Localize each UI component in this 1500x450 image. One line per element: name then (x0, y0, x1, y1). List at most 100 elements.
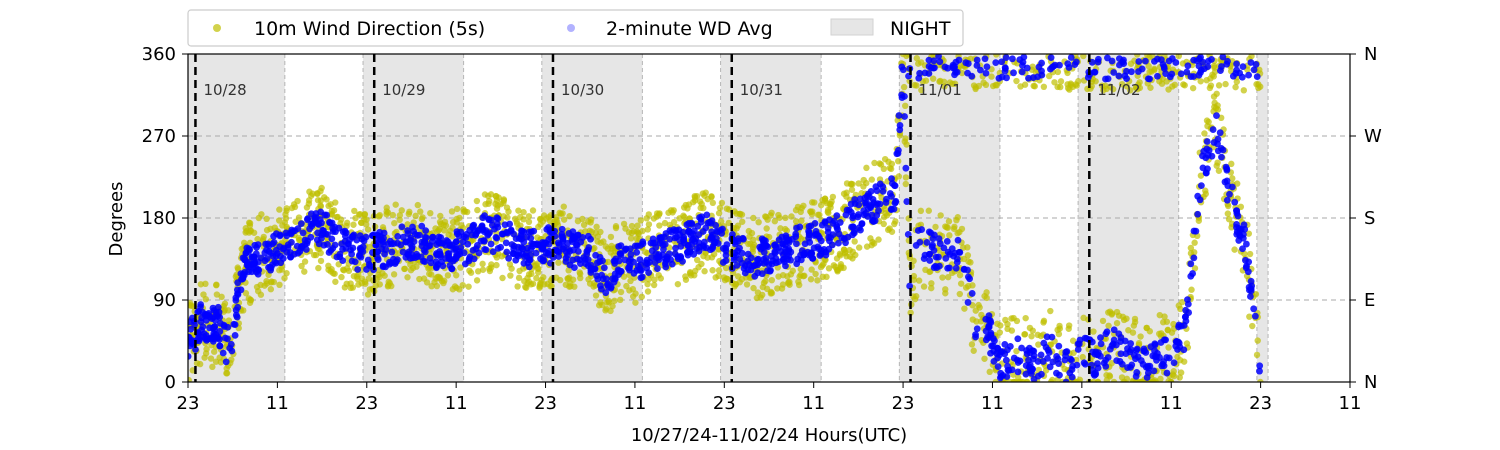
wind-direction-point (644, 226, 651, 233)
wind-direction-point (389, 211, 397, 219)
wind-average-point (322, 230, 330, 238)
wind-direction-point (539, 218, 547, 225)
wind-direction-point (937, 212, 944, 219)
wind-direction-point (1176, 374, 1183, 381)
wind-average-point (936, 240, 944, 248)
wind-average-point (1184, 296, 1191, 304)
wind-average-point (326, 219, 334, 227)
wind-direction-point (1231, 246, 1238, 253)
wind-average-point (935, 54, 942, 60)
wind-direction-point (1034, 331, 1041, 339)
wind-direction-point (902, 174, 910, 181)
wind-direction-point (945, 218, 953, 225)
legend-wind-direction-label: 10m Wind Direction (5s) (254, 18, 485, 40)
wind-average-point (1251, 312, 1259, 320)
wind-direction-point (193, 360, 201, 367)
wind-average-point (1190, 73, 1197, 80)
wind-direction-point (929, 75, 937, 82)
wind-average-point (643, 256, 651, 264)
wind-direction-point (1064, 81, 1071, 88)
wind-average-point (216, 342, 224, 350)
wind-average-point (339, 228, 347, 236)
wind-direction-point (1040, 317, 1048, 325)
wind-average-point (1162, 70, 1170, 77)
wind-direction-point (529, 207, 537, 214)
wind-direction-point (1103, 371, 1110, 379)
wind-direction-point (283, 223, 290, 231)
wind-direction-point (298, 262, 305, 270)
wind-average-point (1161, 336, 1168, 344)
wind-average-point (849, 212, 857, 220)
wind-average-point (1194, 210, 1202, 218)
wind-average-point (1160, 63, 1168, 71)
wind-direction-point (808, 266, 815, 273)
wind-average-point (1178, 322, 1185, 330)
wind-average-point (838, 234, 846, 242)
wind-average-point (1030, 375, 1038, 382)
wind-direction-point (1021, 331, 1029, 338)
wind-direction-point (962, 284, 970, 291)
wind-direction-point (355, 211, 363, 218)
wind-direction-point (739, 218, 746, 225)
wind-direction-point (1191, 265, 1199, 272)
wind-average-point (328, 235, 336, 243)
wind-direction-point (917, 207, 925, 215)
wind-direction-point (1035, 341, 1042, 348)
wind-average-point (848, 223, 855, 231)
wind-direction-point (880, 220, 887, 228)
day-marker-label: 10/28 (203, 81, 246, 99)
wind-average-point (973, 325, 981, 333)
wind-average-point (1213, 112, 1220, 120)
wind-direction-point (764, 216, 771, 223)
wind-direction-point (1013, 347, 1020, 355)
wind-direction-point (1127, 60, 1135, 67)
wind-direction-point (1134, 85, 1141, 93)
wind-direction-point (814, 277, 821, 284)
wind-average-point (1243, 262, 1250, 270)
wind-direction-point (437, 212, 444, 220)
wind-average-point (1097, 340, 1105, 348)
wind-direction-point (375, 271, 382, 278)
wind-average-point (993, 350, 1001, 357)
wind-average-point (307, 220, 315, 228)
wind-average-point (502, 239, 510, 247)
wind-direction-point (887, 165, 895, 173)
wind-direction-point (317, 257, 325, 265)
wind-average-point (457, 244, 465, 252)
wind-direction-point (586, 280, 594, 287)
two-minute-average-layer (188, 54, 1264, 382)
wind-average-point (1154, 55, 1161, 63)
wind-average-point (1247, 285, 1255, 293)
wind-average-point (863, 199, 870, 206)
wind-direction-point (843, 180, 851, 187)
wind-average-point (1117, 350, 1125, 358)
wind-direction-point (867, 235, 874, 242)
wind-average-point (312, 214, 320, 221)
wind-average-point (241, 254, 248, 262)
wind-direction-point (1054, 68, 1062, 76)
wind-direction-point (432, 275, 439, 282)
wind-direction-point (1051, 79, 1058, 86)
x-tick-label: 23 (1070, 393, 1093, 414)
wind-direction-point (978, 311, 985, 319)
wind-direction-point (1021, 81, 1029, 88)
wind-direction-point (392, 201, 399, 208)
wind-average-point (1088, 58, 1096, 66)
wind-direction-point (213, 291, 221, 298)
wind-direction-point (902, 180, 909, 188)
wind-average-point (357, 246, 365, 253)
wind-direction-point (617, 288, 625, 296)
wind-average-point (865, 193, 873, 201)
wind-average-point (555, 248, 563, 255)
wind-direction-point (607, 233, 615, 241)
wind-direction-point (911, 81, 918, 89)
wind-average-point (282, 229, 290, 237)
wind-direction-point (363, 216, 370, 223)
wind-direction-point (283, 269, 290, 277)
day-marker-label: 10/31 (740, 81, 783, 99)
wind-average-point (772, 259, 780, 267)
wind-average-point (912, 242, 920, 249)
wind-average-point (1232, 69, 1240, 77)
wind-average-point (1242, 256, 1249, 264)
wind-direction-point (456, 214, 463, 222)
